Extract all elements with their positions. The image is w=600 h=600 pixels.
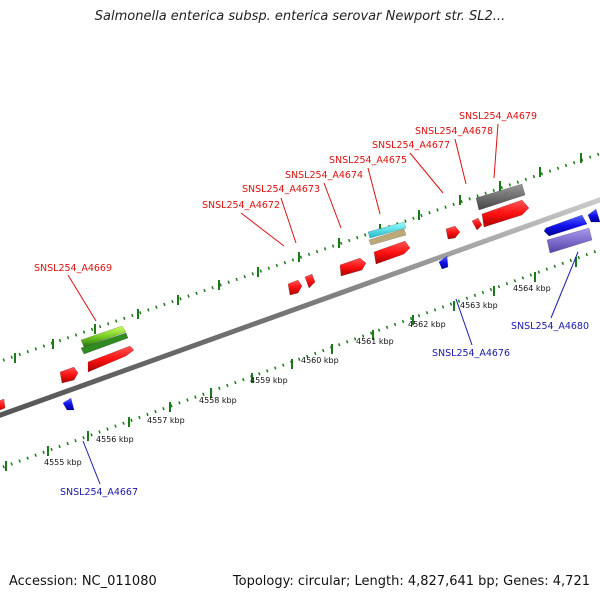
forward-gene-arrow [59,366,79,384]
callout-line [455,298,473,346]
reverse-gene-arrow [438,255,449,270]
scale-label: 4563 kbp [460,301,498,310]
forward-gene-arrow [481,199,530,228]
gene-callouts: SNSL254_A4669 SNSL254_A4672 SNSL254_A4673 S… [34,111,589,498]
reverse-gene-arrow [543,214,588,237]
forward-gene-arrow [287,279,303,296]
scale-label: 4562 kbp [408,320,446,329]
gene-label-forward: SNSL254_A4677 [372,140,450,151]
gene-label-forward: SNSL254_A4669 [34,263,112,274]
green-gene-box [80,332,129,355]
reverse-gene-arrow [62,397,75,411]
gene-label-reverse: SNSL254_A4667 [60,487,138,498]
gene-label-forward: SNSL254_A4673 [242,184,320,195]
scale-label: 4556 kbp [96,435,134,444]
map-title: Salmonella enterica subsp. enterica sero… [94,9,506,24]
callout-line [409,152,444,194]
genome-summary-text: Topology: circular; Length: 4,827,641 bp… [232,574,590,589]
gene-label-forward: SNSL254_A4672 [202,200,280,211]
footer: Accession: NC_011080 Topology: circular;… [0,572,600,592]
gene-label-forward: SNSL254_A4674 [285,170,363,181]
genome-backbone [0,197,600,418]
green-gene-box [80,325,127,348]
callout-line [454,138,467,185]
callout-line [67,274,97,322]
forward-gene-arrow [445,225,461,240]
forward-gene-arrow [471,217,483,231]
gene-label-forward: SNSL254_A4678 [415,126,493,137]
gene-label-forward: SNSL254_A4679 [459,111,537,122]
gene-features[interactable] [0,183,600,412]
forward-gene-arrow [304,273,316,289]
forward-gene-arrow [0,398,6,411]
scale-labels: 4555 kbp 4556 kbp 4557 kbp 4558 kbp 4559 kbp… [44,284,551,467]
gene-label-reverse: SNSL254_A4680 [511,321,589,332]
reverse-gene-arrow [587,208,600,223]
scale-label: 4561 kbp [356,337,394,346]
scale-label: 4558 kbp [199,396,237,405]
cyan-gene-box [367,221,407,239]
gene-label-forward: SNSL254_A4675 [329,155,407,166]
scale-label: 4559 kbp [250,376,288,385]
tan-gene-box [368,228,407,246]
callout-line [82,440,101,485]
scale-label: 4564 kbp [513,284,551,293]
scale-label: 4555 kbp [44,458,82,467]
gene-label-reverse: SNSL254_A4676 [432,348,510,359]
gray-gene-box [475,183,526,211]
violet-gene-box [546,227,593,254]
forward-gene-arrow [373,240,411,265]
scale-label: 4557 kbp [147,416,185,425]
callout-line [493,123,499,179]
reverse-tick-track [0,248,600,470]
forward-gene-arrow [339,257,367,277]
accession-text: Accession: NC_011080 [9,574,157,589]
forward-gene-arrow [87,345,135,373]
callout-line [280,197,297,244]
callout-line [240,212,285,247]
callout-line [367,167,381,215]
scale-label: 4560 kbp [301,356,339,365]
callout-line [323,182,342,229]
callout-line [550,251,579,319]
